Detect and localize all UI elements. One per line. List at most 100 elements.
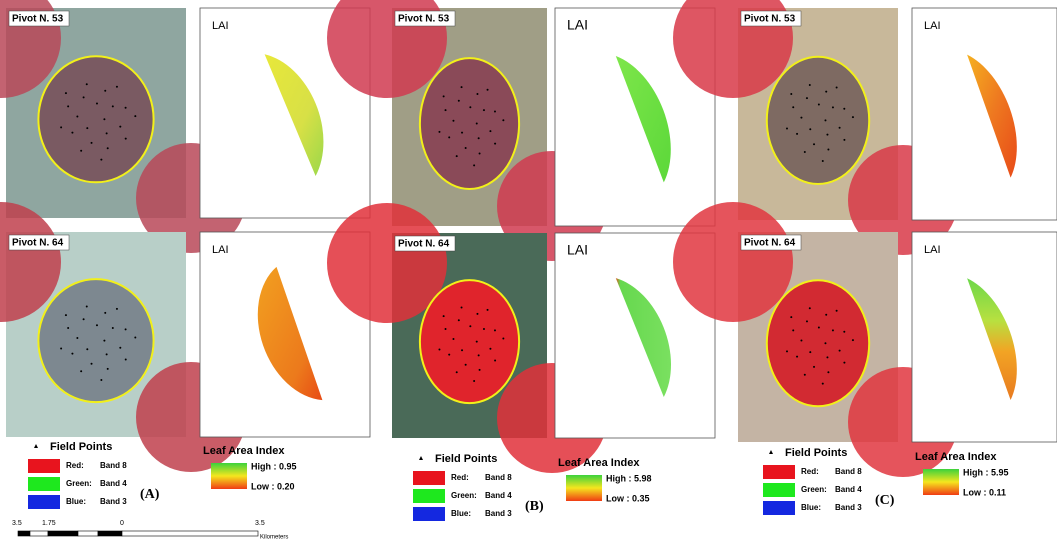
- field-point: [456, 371, 458, 373]
- field-point: [103, 340, 105, 342]
- panel-label: (B): [525, 499, 544, 514]
- field-point: [818, 103, 820, 105]
- field-point: [843, 331, 845, 333]
- field-point: [76, 337, 78, 339]
- pivot-title: Pivot N. 64: [398, 239, 450, 250]
- field-point: [792, 106, 794, 108]
- field-point: [438, 349, 440, 351]
- band-swatch: [28, 459, 60, 473]
- field-point: [112, 327, 114, 329]
- band-name: Red:: [66, 461, 84, 470]
- band-swatch: [763, 465, 795, 479]
- field-point: [818, 327, 820, 329]
- field-point: [494, 143, 496, 145]
- field-point: [502, 338, 504, 340]
- figure: Pivot N. 53LAIPivot N. 64LAIField Points…: [0, 0, 1057, 540]
- field-point: [786, 350, 788, 352]
- field-point: [792, 329, 794, 331]
- field-point: [487, 309, 489, 311]
- lai-title: LAI: [212, 244, 229, 256]
- field-point: [813, 366, 815, 368]
- field-point: [80, 150, 82, 152]
- band-name: Red:: [451, 473, 469, 482]
- pivot-title: Pivot N. 64: [12, 238, 64, 249]
- field-point: [461, 349, 463, 351]
- field-point: [112, 105, 114, 107]
- lai-title: LAI: [567, 242, 588, 258]
- field-point: [65, 92, 67, 94]
- field-point: [448, 136, 450, 138]
- scale-unit: Kilometers: [260, 535, 288, 540]
- field-point: [86, 305, 88, 307]
- field-point: [800, 340, 802, 342]
- lai-legend-title: Leaf Area Index: [203, 445, 285, 457]
- field-point: [832, 329, 834, 331]
- field-point: [65, 314, 67, 316]
- band-swatch: [413, 471, 445, 485]
- neighbor-pivot: [673, 202, 793, 322]
- field-point: [796, 356, 798, 358]
- band-swatch: [413, 507, 445, 521]
- field-point: [494, 111, 496, 113]
- pivot-circle: [767, 57, 869, 184]
- field-point: [824, 342, 826, 344]
- band-swatch: [28, 495, 60, 509]
- pivot-circle: [420, 280, 519, 403]
- lai-legend-low: Low : 0.20: [251, 481, 295, 491]
- field-point: [80, 370, 82, 372]
- field-point: [809, 84, 811, 86]
- field-point-symbol: [769, 450, 773, 454]
- band-value: Band 4: [100, 479, 127, 488]
- panel-label: (C): [875, 493, 895, 508]
- field-point: [478, 354, 480, 356]
- pivot-title: Pivot N. 64: [744, 238, 796, 249]
- field-point: [836, 86, 838, 88]
- band-name: Red:: [801, 467, 819, 476]
- field-point: [494, 329, 496, 331]
- lai-legend-high: High : 5.95: [963, 467, 1009, 477]
- scale-tick-label: 3.5: [12, 520, 22, 527]
- field-point: [502, 119, 504, 121]
- field-point: [809, 128, 811, 130]
- field-point: [494, 360, 496, 362]
- field-point: [91, 363, 93, 365]
- field-point: [134, 115, 136, 117]
- field-point: [465, 147, 467, 149]
- lai-title: LAI: [924, 244, 941, 256]
- field-point: [476, 123, 478, 125]
- scale-tick-label: 3.5: [255, 520, 265, 527]
- field-point: [827, 149, 829, 151]
- band-name: Green:: [451, 491, 477, 500]
- field-point: [71, 353, 73, 355]
- scale-segment: [30, 531, 48, 536]
- band-name: Blue:: [451, 509, 471, 518]
- field-point: [452, 338, 454, 340]
- lai-title: LAI: [924, 20, 941, 32]
- field-point: [786, 128, 788, 130]
- band-value: Band 8: [485, 473, 512, 482]
- field-point: [839, 350, 841, 352]
- field-point: [67, 327, 69, 329]
- scale-tick-label: 0: [120, 520, 124, 527]
- field-point: [445, 328, 447, 330]
- field-point: [91, 142, 93, 144]
- field-point: [800, 117, 802, 119]
- field-point: [106, 132, 108, 134]
- band-name: Green:: [801, 485, 827, 494]
- field-point-symbol: [34, 444, 38, 448]
- lai-frame: [912, 232, 1057, 442]
- field-point: [476, 93, 478, 95]
- field-point: [804, 151, 806, 153]
- field-point: [104, 90, 106, 92]
- field-point: [478, 137, 480, 139]
- field-point: [458, 319, 460, 321]
- field-point: [119, 347, 121, 349]
- field-point: [843, 108, 845, 110]
- field-point: [86, 83, 88, 85]
- field-point: [469, 325, 471, 327]
- field-point: [103, 118, 105, 120]
- field-point: [804, 374, 806, 376]
- lai-legend-ramp: [211, 463, 247, 489]
- legend-field-points: Field Points: [435, 453, 497, 465]
- legend-field-points: Field Points: [785, 447, 847, 459]
